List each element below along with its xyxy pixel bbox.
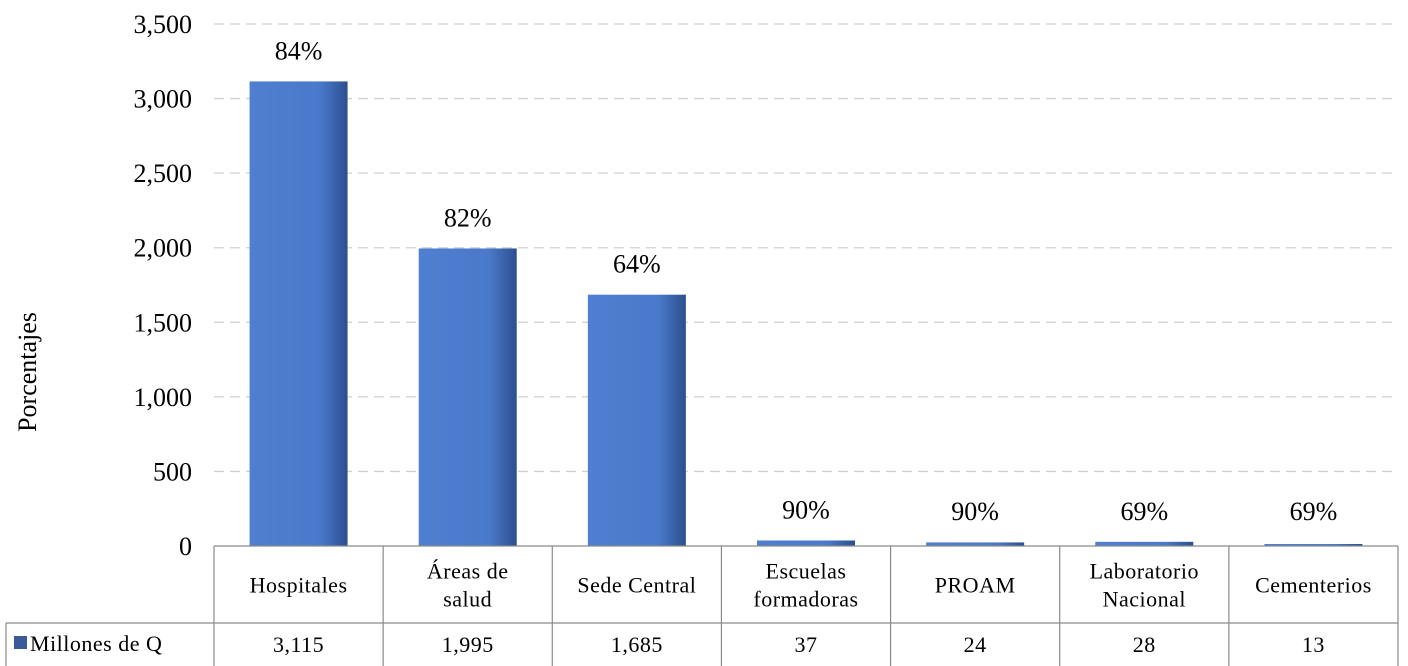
category-label: formadoras <box>753 587 858 612</box>
bar <box>587 294 686 546</box>
bar <box>926 542 1025 546</box>
bar <box>1264 544 1363 546</box>
category-label: Hospitales <box>250 573 348 598</box>
y-axis-label: Porcentajes <box>13 312 42 432</box>
y-tick-label: 2,000 <box>134 234 193 263</box>
legend-key <box>14 636 27 649</box>
data-label: 90% <box>782 495 830 524</box>
category-label: salud <box>443 587 492 612</box>
y-tick-label: 3,500 <box>134 10 193 39</box>
data-label: 69% <box>1290 497 1338 526</box>
bars <box>249 81 1363 547</box>
data-labels: 84% 82% 64% 90% 90% 69% 69% <box>275 36 1338 526</box>
bar <box>1095 541 1194 546</box>
gridlines <box>214 23 1398 473</box>
category-label: Escuelas <box>766 559 847 584</box>
category-label: Sede Central <box>577 573 696 598</box>
category-label: PROAM <box>935 573 1016 598</box>
y-tick-label: 2,500 <box>134 159 193 188</box>
y-tick-label: 1,000 <box>134 383 193 412</box>
table-value: 28 <box>1133 632 1156 657</box>
data-label: 90% <box>951 497 999 526</box>
data-label: 69% <box>1120 497 1168 526</box>
y-tick-label: 500 <box>153 457 192 486</box>
bar <box>757 540 855 546</box>
data-label: 84% <box>275 36 323 65</box>
category-label: Cementerios <box>1255 573 1372 598</box>
category-label: Laboratorio <box>1090 559 1199 584</box>
y-axis-ticks: 0 500 1,000 1,500 2,000 2,500 3,000 3,500 <box>134 10 193 561</box>
category-label: Nacional <box>1103 587 1186 612</box>
bar <box>418 248 517 546</box>
y-tick-label: 3,000 <box>134 85 193 114</box>
series-name: Millones de Q <box>30 631 162 656</box>
table-value: 3,115 <box>273 632 324 657</box>
data-table: Hospitales Áreas de salud Sede Central Escue… <box>5 545 1399 666</box>
table-value: 37 <box>795 632 818 657</box>
table-value: 1,685 <box>611 632 663 657</box>
table-value: 1,995 <box>442 632 494 657</box>
data-label: 64% <box>613 250 661 279</box>
data-label: 82% <box>444 203 492 232</box>
table-value: 24 <box>964 632 987 657</box>
bar <box>249 81 348 547</box>
table-value: 13 <box>1302 632 1325 657</box>
category-label: Áreas de <box>427 559 509 584</box>
y-tick-label: 1,500 <box>134 308 193 337</box>
y-tick-label: 0 <box>179 532 192 561</box>
